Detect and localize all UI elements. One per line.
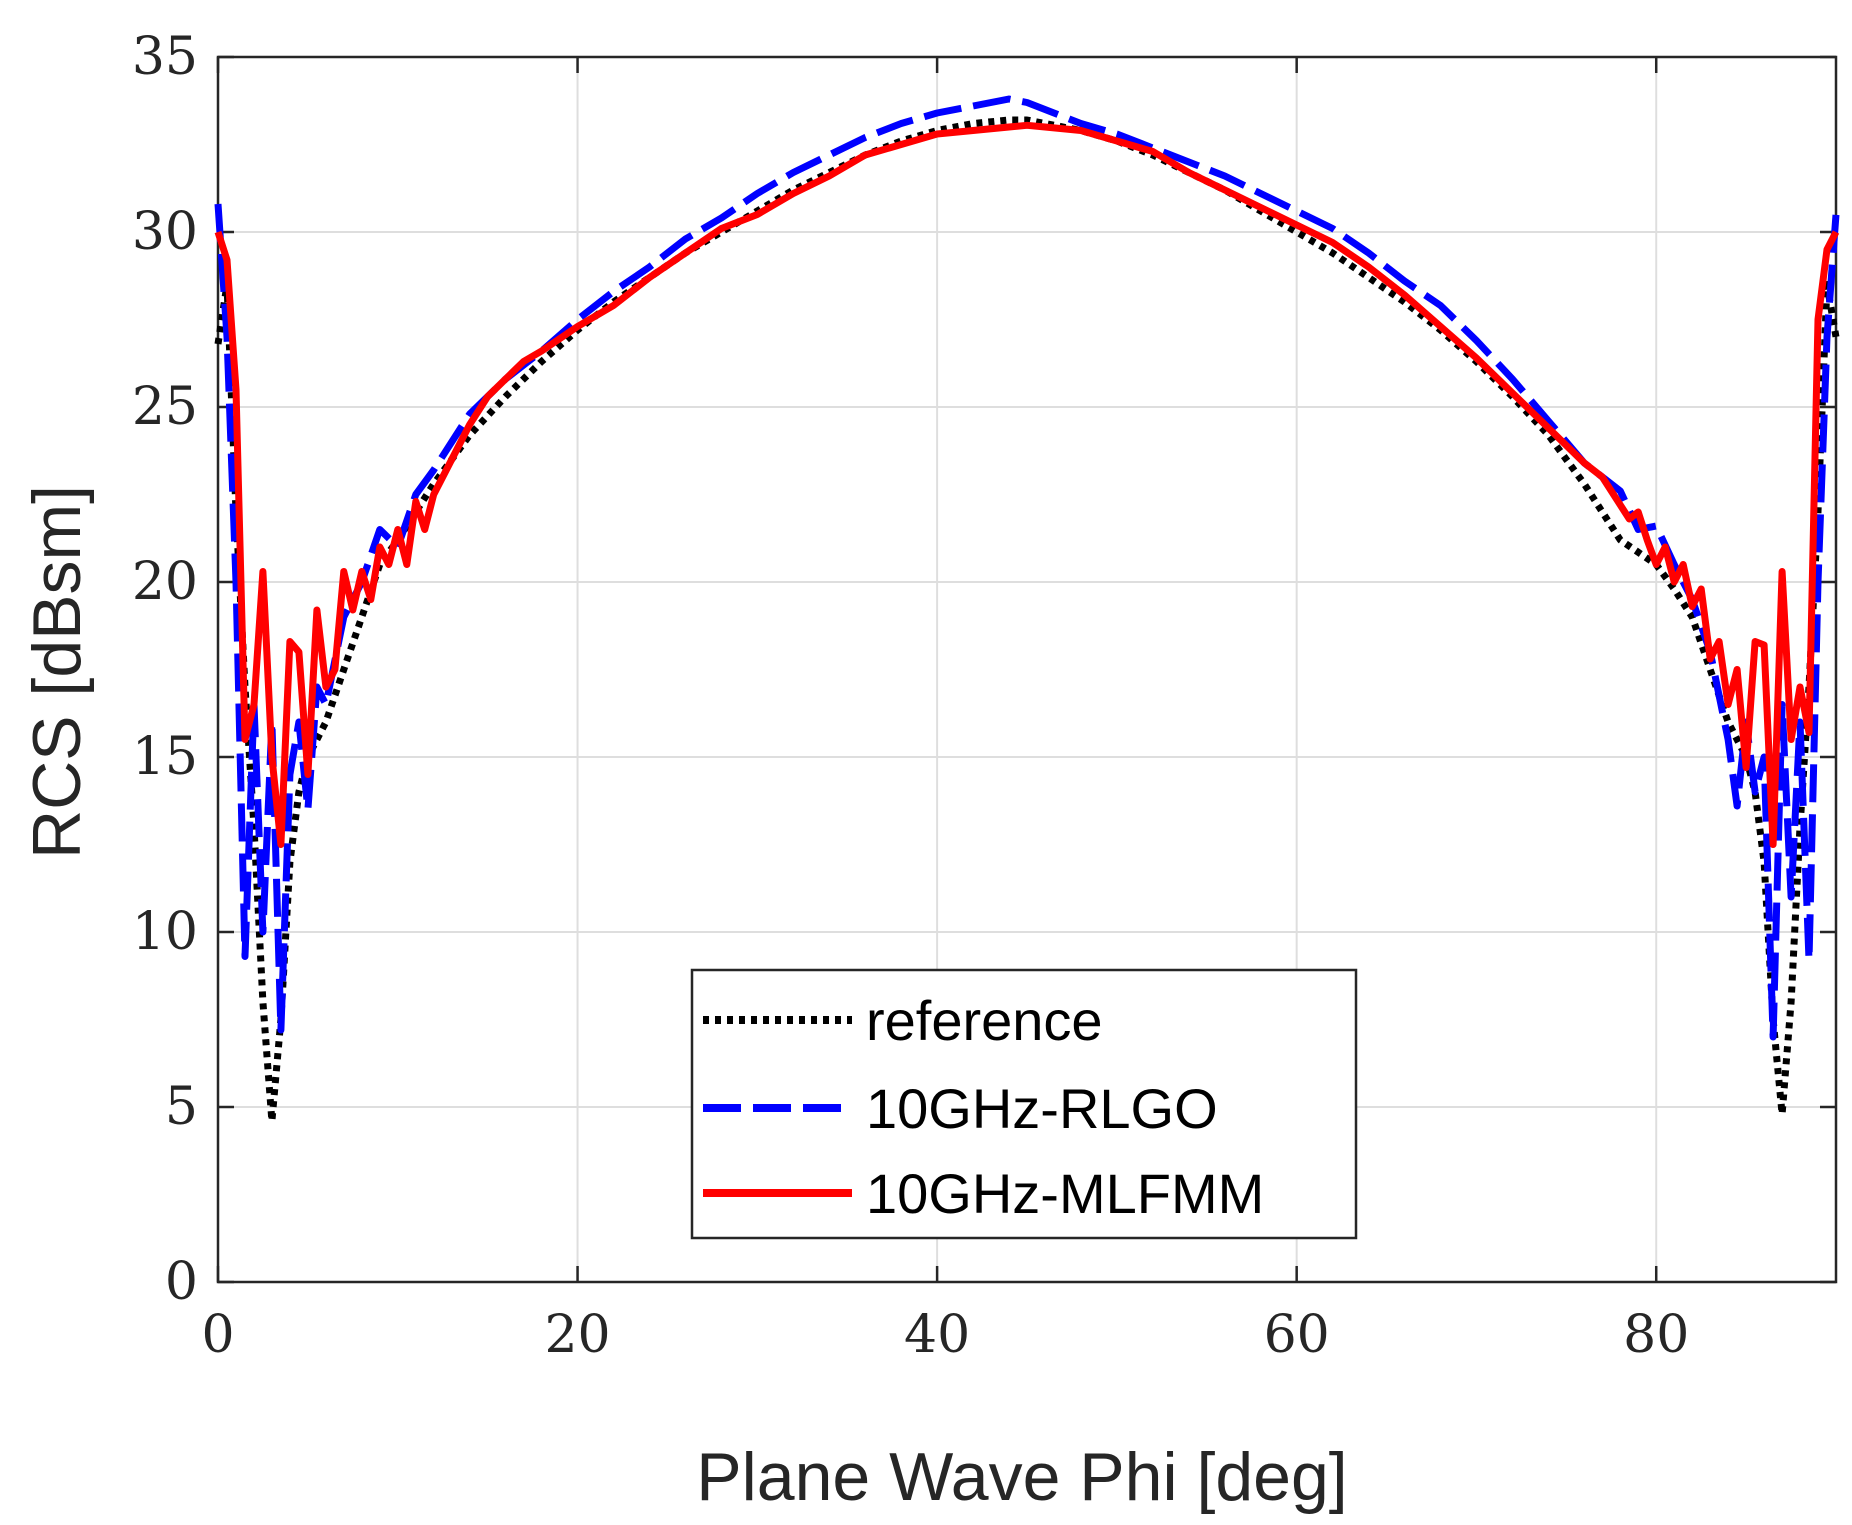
y-tick-label-10: 10: [132, 902, 198, 962]
x-tick-label-40: 40: [904, 1305, 970, 1365]
y-tick-label-15: 15: [132, 727, 198, 787]
y-tick-label-30: 30: [132, 202, 198, 262]
x-tick-label-60: 60: [1264, 1305, 1330, 1365]
y-tick-label-0: 0: [165, 1252, 198, 1312]
ticks: [216, 55, 1836, 1284]
x-tick-label-80: 80: [1623, 1305, 1689, 1365]
legend-label-mlfmm: 10GHz-MLFMM: [866, 1162, 1264, 1225]
legend: reference 10GHz-RLGO 10GHz-MLFMM: [690, 968, 1358, 1240]
x-tick-label-20: 20: [544, 1305, 610, 1365]
x-tick-labels: 0 20 40 60 80: [201, 1305, 1689, 1365]
x-axis-label: Plane Wave Phi [deg]: [696, 1439, 1347, 1515]
y-tick-labels: 0 5 10 15 20 25 30 35: [132, 27, 198, 1312]
y-tick-label-5: 5: [165, 1077, 198, 1137]
series-lines: [214, 95, 1840, 1125]
plot-area-border: [216, 55, 1838, 1284]
y-tick-label-35: 35: [132, 27, 198, 87]
y-axis-label: RCS [dBsm]: [19, 485, 95, 859]
series-line-mlfmm: [214, 121, 1840, 848]
legend-label-rlgo: 10GHz-RLGO: [866, 1077, 1218, 1140]
series-line-reference: [214, 116, 1840, 1125]
axes-box: [216, 55, 1838, 1284]
y-tick-label-20: 20: [132, 552, 198, 612]
legend-label-reference: reference: [866, 989, 1103, 1052]
series-line-rlgo: [214, 95, 1840, 1041]
y-tick-label-25: 25: [132, 377, 198, 437]
x-tick-label-0: 0: [201, 1305, 234, 1365]
